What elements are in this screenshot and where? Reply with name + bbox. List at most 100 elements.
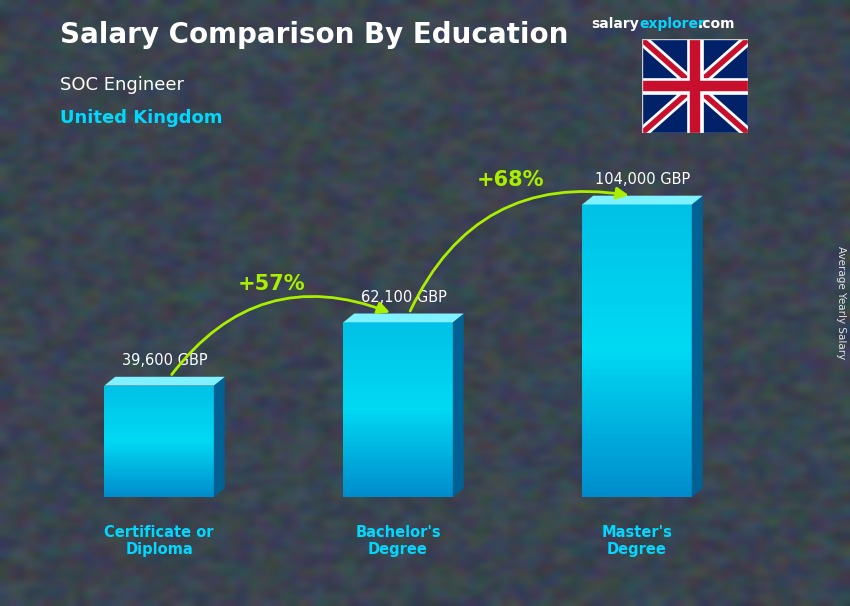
Bar [105,413,214,415]
Bar [105,415,214,417]
Bar [582,239,692,244]
Bar [582,282,692,287]
Bar [582,492,692,497]
Bar [582,448,692,453]
Bar [343,424,453,427]
Bar [343,401,453,404]
Polygon shape [582,196,703,204]
Bar [343,389,453,392]
Bar [105,467,214,469]
Bar [582,482,692,487]
Bar [582,404,692,409]
Bar [582,370,692,375]
Bar [582,419,692,424]
Bar [105,408,214,410]
Bar [343,442,453,445]
Bar [105,482,214,484]
Bar [582,385,692,390]
Bar [105,436,214,438]
Bar [105,488,214,490]
Bar [582,224,692,229]
Bar [582,244,692,248]
Bar [343,445,453,447]
Bar [105,450,214,453]
Bar [343,342,453,345]
Bar [343,433,453,436]
Bar [343,462,453,465]
Bar [105,439,214,441]
Bar [343,447,453,450]
Bar [582,287,692,292]
Bar [343,322,453,325]
Bar [582,399,692,404]
Bar [343,474,453,476]
Bar [105,411,214,413]
Bar [582,263,692,268]
Bar [582,468,692,473]
Bar [343,395,453,398]
Bar [582,414,692,419]
Bar [105,456,214,458]
Bar [343,416,453,418]
Bar [105,490,214,491]
Bar [105,389,214,391]
Bar [582,453,692,458]
Bar [343,418,453,421]
Bar [582,321,692,327]
Bar [105,491,214,493]
Text: salary: salary [591,17,638,31]
Bar [343,398,453,401]
Bar [105,447,214,448]
Bar [343,468,453,471]
Bar [582,365,692,370]
Bar [582,375,692,380]
Text: SOC Engineer: SOC Engineer [60,76,184,94]
Bar [582,297,692,302]
Bar [343,381,453,384]
Bar [582,292,692,297]
Bar [105,423,214,425]
Bar [343,337,453,340]
Bar [343,456,453,459]
Bar [105,486,214,488]
Text: Salary Comparison By Education: Salary Comparison By Education [60,21,568,49]
Bar [582,302,692,307]
Bar [582,458,692,463]
Text: 62,100 GBP: 62,100 GBP [360,290,446,305]
Bar [105,404,214,406]
Bar [105,458,214,460]
Bar [105,460,214,462]
Bar [343,363,453,366]
Bar [582,361,692,365]
Bar [582,428,692,433]
Bar [582,395,692,399]
Bar [582,209,692,215]
Bar [343,479,453,482]
Bar [343,482,453,485]
Bar [343,450,453,453]
Bar [343,355,453,357]
Text: 39,600 GBP: 39,600 GBP [122,353,207,368]
Bar [582,278,692,282]
Bar [105,474,214,476]
Bar [105,402,214,404]
Bar [343,357,453,360]
Bar [105,465,214,467]
Bar [343,491,453,494]
Bar [105,391,214,393]
Bar [582,356,692,361]
Bar [105,434,214,436]
Bar [582,478,692,482]
Bar [105,478,214,480]
Text: United Kingdom: United Kingdom [60,109,222,127]
Bar [105,387,214,389]
Text: Bachelor's
Degree: Bachelor's Degree [355,525,441,558]
Bar [582,463,692,468]
FancyArrowPatch shape [172,296,387,375]
Bar [582,229,692,234]
Bar [582,258,692,263]
Polygon shape [343,313,464,322]
Bar [343,371,453,375]
Bar [582,380,692,385]
Bar [582,351,692,356]
